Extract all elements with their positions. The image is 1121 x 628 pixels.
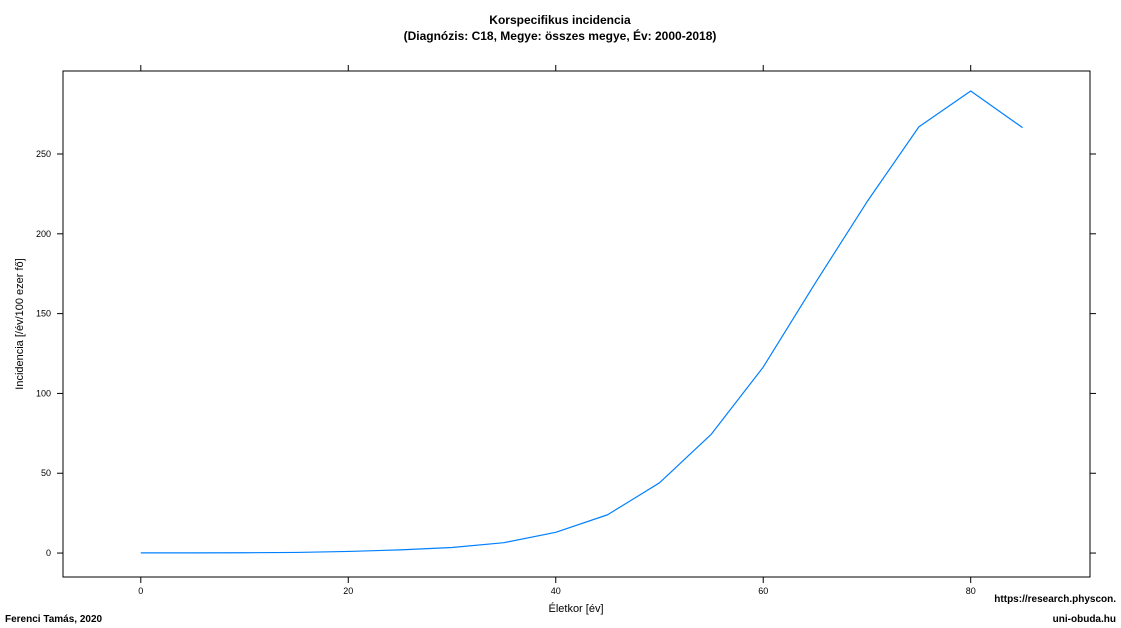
y-tick-label: 50: [41, 468, 51, 478]
x-tick-label: 60: [758, 586, 768, 596]
footer-url-line1: https://research.physcon.: [994, 594, 1116, 605]
chart-title: Korspecifikus incidencia: [489, 13, 631, 27]
series-line: [140, 90, 1023, 554]
x-tick-label: 20: [343, 586, 353, 596]
chart-titles: Korspecifikus incidencia (Diagnózis: C18…: [404, 13, 717, 43]
footer-author: Ferenci Tamás, 2020: [5, 614, 103, 625]
x-axis-label: Életkor [év]: [548, 602, 603, 615]
y-axis-label: Incidencia [/év/100 ezer fő]: [14, 258, 26, 389]
x-tick-label: 80: [966, 586, 976, 596]
y-axis-ticks: 0 50 100 150 200 250: [36, 149, 1096, 558]
y-tick-label: 100: [36, 388, 51, 398]
x-tick-label: 40: [551, 586, 561, 596]
y-tick-label: 150: [36, 309, 51, 319]
plot-frame: [62, 70, 1091, 578]
series-layer: [140, 90, 1023, 554]
x-axis-ticks: 0 20 40 60 80: [138, 65, 976, 596]
x-tick-label: 0: [138, 586, 143, 596]
footer-url-line2: uni-obuda.hu: [1053, 614, 1116, 625]
y-tick-label: 200: [36, 229, 51, 239]
chart-subtitle: (Diagnózis: C18, Megye: összes megye, Év…: [404, 28, 717, 43]
y-tick-label: 250: [36, 149, 51, 159]
y-tick-label: 0: [46, 548, 51, 558]
